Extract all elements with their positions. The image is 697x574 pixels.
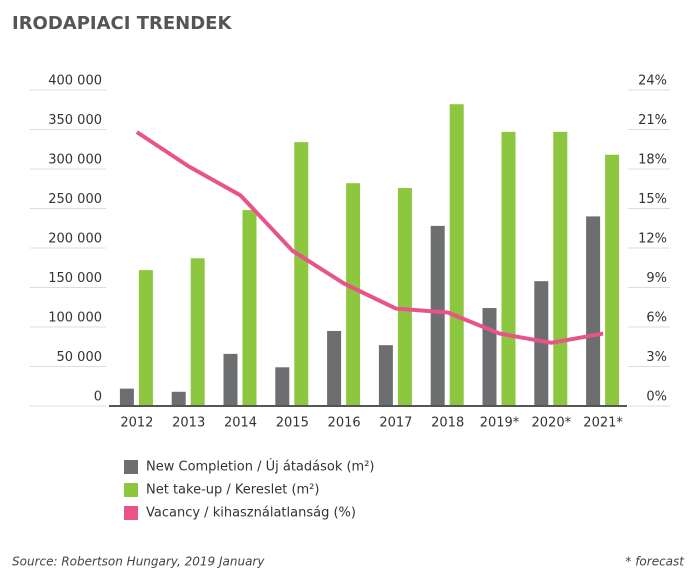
x-tick-label: 2018 xyxy=(431,416,464,431)
bar xyxy=(378,345,393,406)
legend-label: New Completion / Új átadások (m²) xyxy=(146,459,375,475)
x-tick-label: 2021* xyxy=(583,416,623,431)
bar xyxy=(449,104,464,406)
y2-tick-label: 21% xyxy=(638,113,667,128)
legend-label: Net take-up / Kereslet (m²) xyxy=(146,483,319,498)
x-tick-label: 2015 xyxy=(276,416,309,431)
x-tick-label: 2019* xyxy=(480,416,520,431)
bar xyxy=(138,270,153,406)
y-tick-label: 200 000 xyxy=(48,232,102,247)
bar xyxy=(171,391,186,406)
y-tick-label: 400 000 xyxy=(48,74,102,89)
y-tick-label: 50 000 xyxy=(57,350,103,365)
bar xyxy=(553,131,568,406)
footnote: * forecast xyxy=(625,555,685,569)
source: Source: Robertson Hungary, 2019 January xyxy=(12,555,265,569)
chart-title: IRODAPIACI TRENDEK xyxy=(12,13,232,34)
y-tick-label: 100 000 xyxy=(48,311,102,326)
y-tick-label: 0 xyxy=(94,390,102,405)
bar xyxy=(346,183,361,406)
y-tick-label: 150 000 xyxy=(48,271,102,286)
bar xyxy=(501,131,516,406)
x-tick-label: 2012 xyxy=(120,416,153,431)
y2-tick-label: 0% xyxy=(646,390,667,405)
bar xyxy=(223,353,238,406)
bar xyxy=(534,281,549,406)
y2-tick-label: 12% xyxy=(638,232,667,247)
y2-tick-label: 9% xyxy=(646,271,667,286)
y2-tick-label: 24% xyxy=(638,74,667,89)
bar xyxy=(242,210,257,406)
bar xyxy=(275,367,290,406)
y2-tick-label: 3% xyxy=(646,350,667,365)
bar xyxy=(294,142,309,406)
legend-label: Vacancy / kihasználatlanság (%) xyxy=(146,506,356,521)
x-tick-label: 2014 xyxy=(224,416,257,431)
bar xyxy=(119,388,134,406)
bar xyxy=(327,330,342,406)
line xyxy=(135,130,604,345)
legend-swatch xyxy=(124,483,138,497)
y-tick-label: 250 000 xyxy=(48,192,102,207)
legend-swatch xyxy=(124,460,138,474)
y-tick-label: 300 000 xyxy=(48,153,102,168)
bar xyxy=(397,187,412,406)
x-tick-label: 2016 xyxy=(328,416,361,431)
x-tick-label: 2017 xyxy=(379,416,412,431)
legend-swatch xyxy=(124,506,138,520)
y2-tick-label: 6% xyxy=(646,311,667,326)
bar xyxy=(482,308,497,406)
y2-tick-label: 18% xyxy=(638,153,667,168)
bar xyxy=(430,225,445,406)
bar xyxy=(605,154,620,406)
bar xyxy=(586,216,601,406)
x-tick-label: 2020* xyxy=(532,416,572,431)
bar xyxy=(190,258,205,406)
y2-tick-label: 15% xyxy=(638,192,667,207)
y-tick-label: 350 000 xyxy=(48,113,102,128)
x-tick-label: 2013 xyxy=(172,416,205,431)
